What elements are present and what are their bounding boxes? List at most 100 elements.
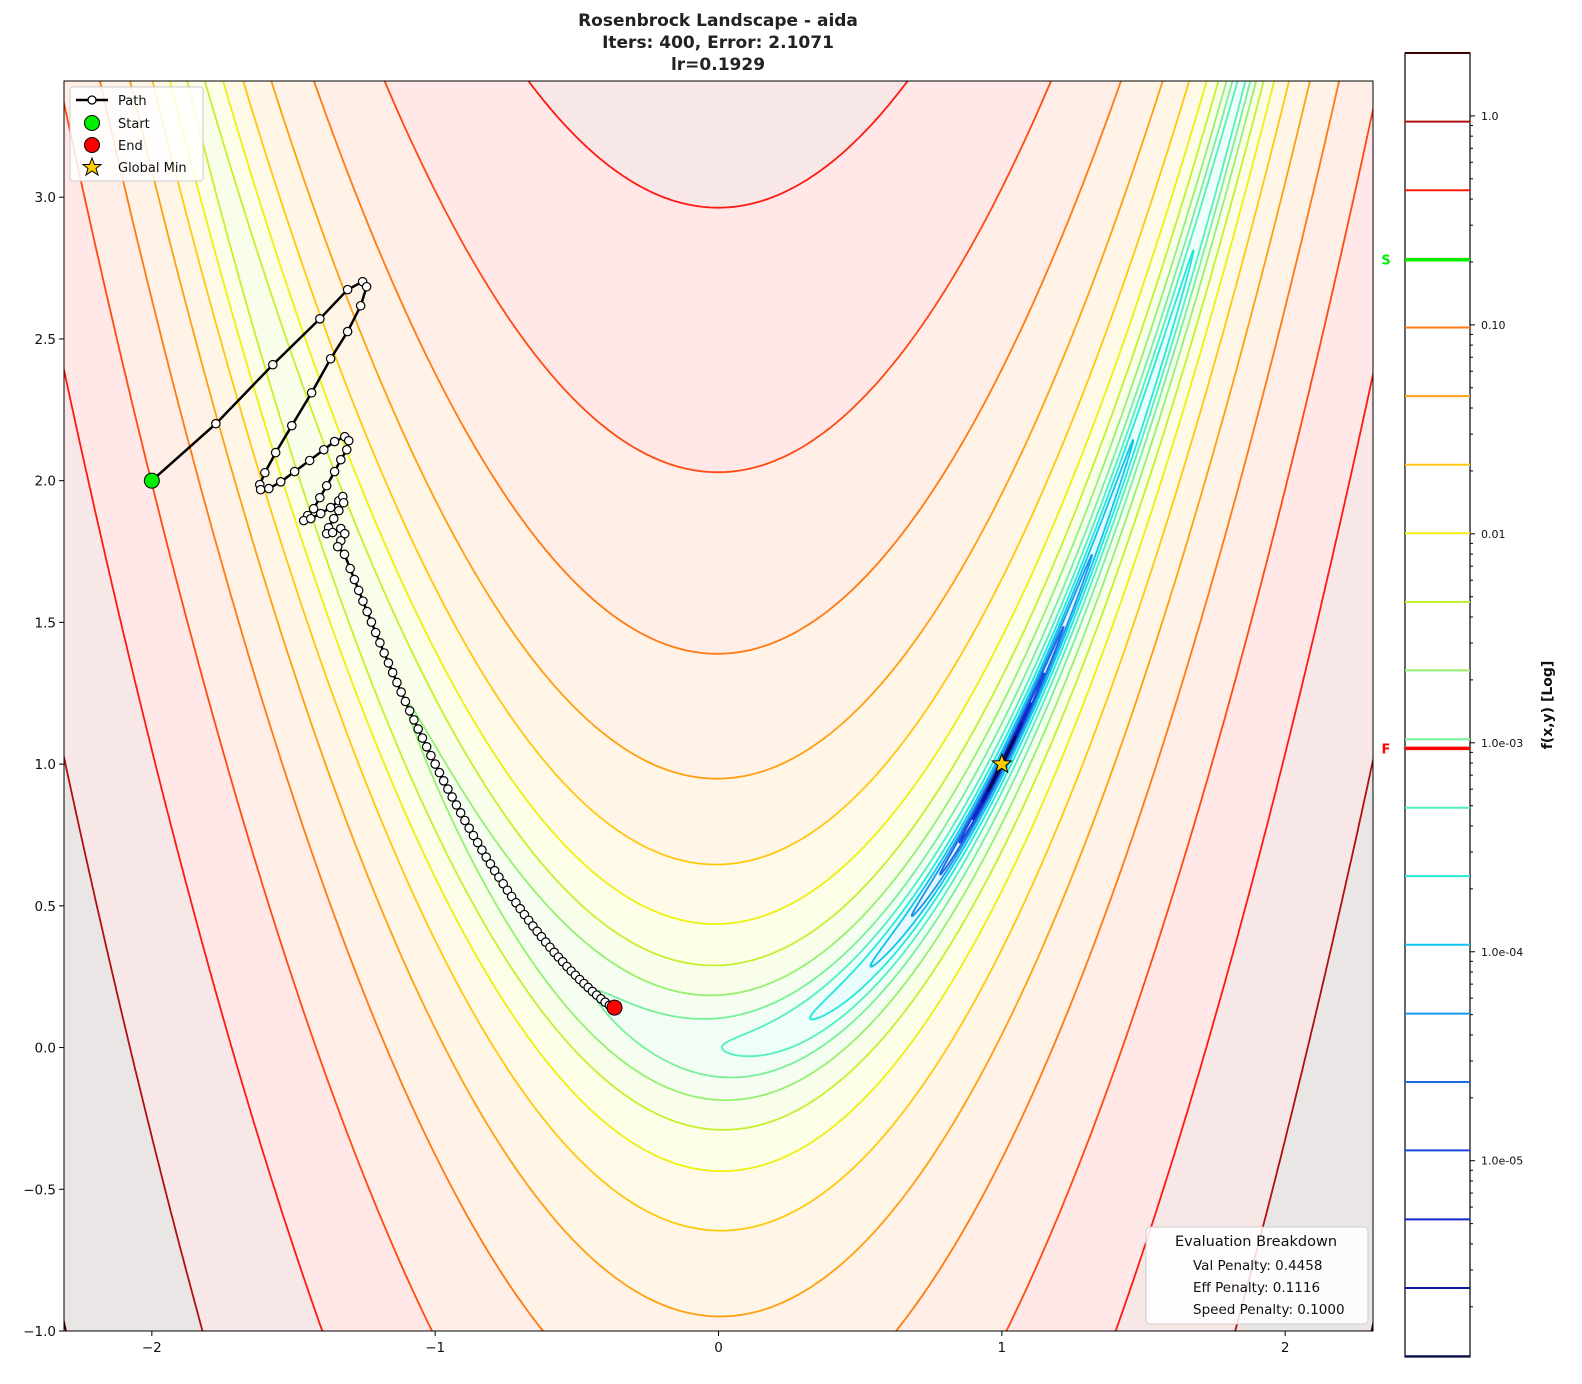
legend-path-marker	[87, 95, 97, 105]
x-tick-label: −2	[142, 1340, 162, 1356]
path-point-27	[321, 480, 332, 491]
legend-start-marker	[84, 115, 100, 131]
y-axis: −1.0 −0.5 0.0 0.5 1.0 1.5 2.0 2.5 3.0	[23, 190, 64, 1340]
path-point-69	[434, 767, 445, 778]
path-point-66	[421, 742, 432, 752]
contour-line-level-5	[129, 81, 1311, 1318]
evaluation-val-penalty: Val Penalty: 0.4458	[1193, 1258, 1322, 1274]
path-point-34	[325, 502, 336, 513]
contour-line-level-15	[939, 626, 1065, 876]
contour-line-level-3	[64, 81, 1373, 1331]
legend: Path Start End Global Min	[69, 86, 204, 182]
path-point-10	[306, 387, 317, 398]
y-tick-label: 3.0	[35, 190, 56, 206]
path-point-61	[400, 696, 411, 707]
path-point-54	[370, 627, 381, 638]
x-tick-label: −1	[425, 1340, 445, 1356]
path-point-1	[211, 418, 221, 429]
x-tick-label: 1	[998, 1340, 1007, 1356]
y-tick-label: 2.5	[35, 332, 56, 348]
path-point-58	[387, 667, 398, 678]
path-point-80	[481, 852, 491, 862]
path-point-8	[342, 326, 353, 337]
path-point-73	[451, 800, 462, 810]
contour-line-level-14	[910, 554, 1093, 917]
path-point-62	[404, 706, 415, 716]
colorbar-marker-label-F: F	[1382, 742, 1391, 757]
contour-fill-level-4	[99, 81, 1340, 1331]
optimizer-path	[143, 276, 1013, 1016]
path-point-32	[305, 513, 316, 524]
legend-label-global-min: Global Min	[118, 161, 187, 176]
path-point-51	[358, 596, 368, 606]
global-min-star-icon	[990, 752, 1013, 774]
y-tick-label: 0.0	[35, 1041, 56, 1057]
path-point-46	[332, 541, 343, 552]
legend-label-end: End	[118, 139, 143, 154]
path-point-13	[260, 467, 270, 478]
title-line-2: Iters: 400, Error: 2.1071	[602, 33, 834, 53]
path-point-2	[268, 359, 278, 370]
start-marker	[143, 472, 160, 489]
path-point-6	[361, 281, 372, 292]
path-point-55	[375, 637, 385, 648]
path-point-19	[304, 455, 315, 466]
path-point-48	[345, 563, 355, 574]
path-point-28	[315, 492, 325, 503]
path-point-75	[460, 815, 470, 826]
path-point-64	[413, 724, 423, 734]
legend-box	[69, 86, 204, 182]
contour-line-level-13	[869, 439, 1135, 968]
colorbar-tick-label: 1.0e-03	[1481, 737, 1523, 750]
path-point-11	[286, 420, 297, 431]
colorbar-tick-label: 1.0e-04	[1481, 946, 1523, 959]
y-tick-label: 0.5	[35, 899, 56, 915]
contour-line-level-12	[809, 249, 1195, 1021]
colorbar-tick-label: 1.0e-05	[1481, 1155, 1523, 1168]
path-point-25	[336, 454, 346, 465]
contour-fills	[64, 81, 1373, 1331]
path-point-65	[417, 733, 428, 743]
path-point-18	[289, 466, 300, 477]
path-point-37	[338, 497, 349, 508]
colorbar-tick-label: 0.01	[1481, 528, 1506, 541]
path-point-47	[339, 549, 350, 560]
contour-line-level-7	[169, 81, 1276, 1172]
path-point-82	[489, 865, 500, 876]
legend-star-icon	[81, 156, 103, 177]
path-point-53	[366, 617, 377, 627]
path-point-12	[270, 447, 281, 458]
y-tick-label: 1.5	[35, 615, 56, 631]
contour-line-level-19	[987, 735, 1017, 792]
evaluation-eff-penalty: Eff Penalty: 0.1116	[1193, 1280, 1320, 1296]
path-point-67	[426, 750, 436, 761]
legend-label-path: Path	[118, 94, 147, 109]
contour-line-level-4	[99, 81, 1341, 1331]
legend-label-start: Start	[118, 117, 150, 132]
contour-lines	[64, 81, 1373, 1331]
path-point-52	[362, 606, 372, 617]
y-tick-label: 2.0	[35, 474, 56, 490]
path-point-38	[334, 505, 344, 516]
path-point-44	[339, 528, 350, 539]
colorbar-tick-label: 1.0	[1481, 110, 1499, 123]
colorbar-label: f(x,y) [Log]	[1540, 661, 1556, 750]
path-point-17	[275, 476, 286, 487]
contour-line-level-10	[593, 81, 1252, 1079]
path-point-72	[447, 792, 457, 802]
path-point-24	[341, 444, 352, 455]
contour-line-level-8	[186, 81, 1265, 1131]
contour-line-level-6	[151, 81, 1291, 1232]
x-axis: −2 −1 0 1 2	[142, 1331, 1289, 1356]
path-point-71	[443, 784, 453, 794]
path-point-4	[342, 284, 353, 295]
path-point-9	[325, 353, 336, 364]
path-point-74	[455, 808, 466, 818]
path-point-21	[329, 436, 340, 447]
path-point-20	[319, 444, 329, 455]
path-point-33	[315, 508, 326, 519]
path-point-70	[438, 776, 449, 786]
chart-title: Rosenbrock Landscape - aida Iters: 400, …	[578, 11, 858, 75]
y-tick-label: −0.5	[23, 1182, 56, 1198]
